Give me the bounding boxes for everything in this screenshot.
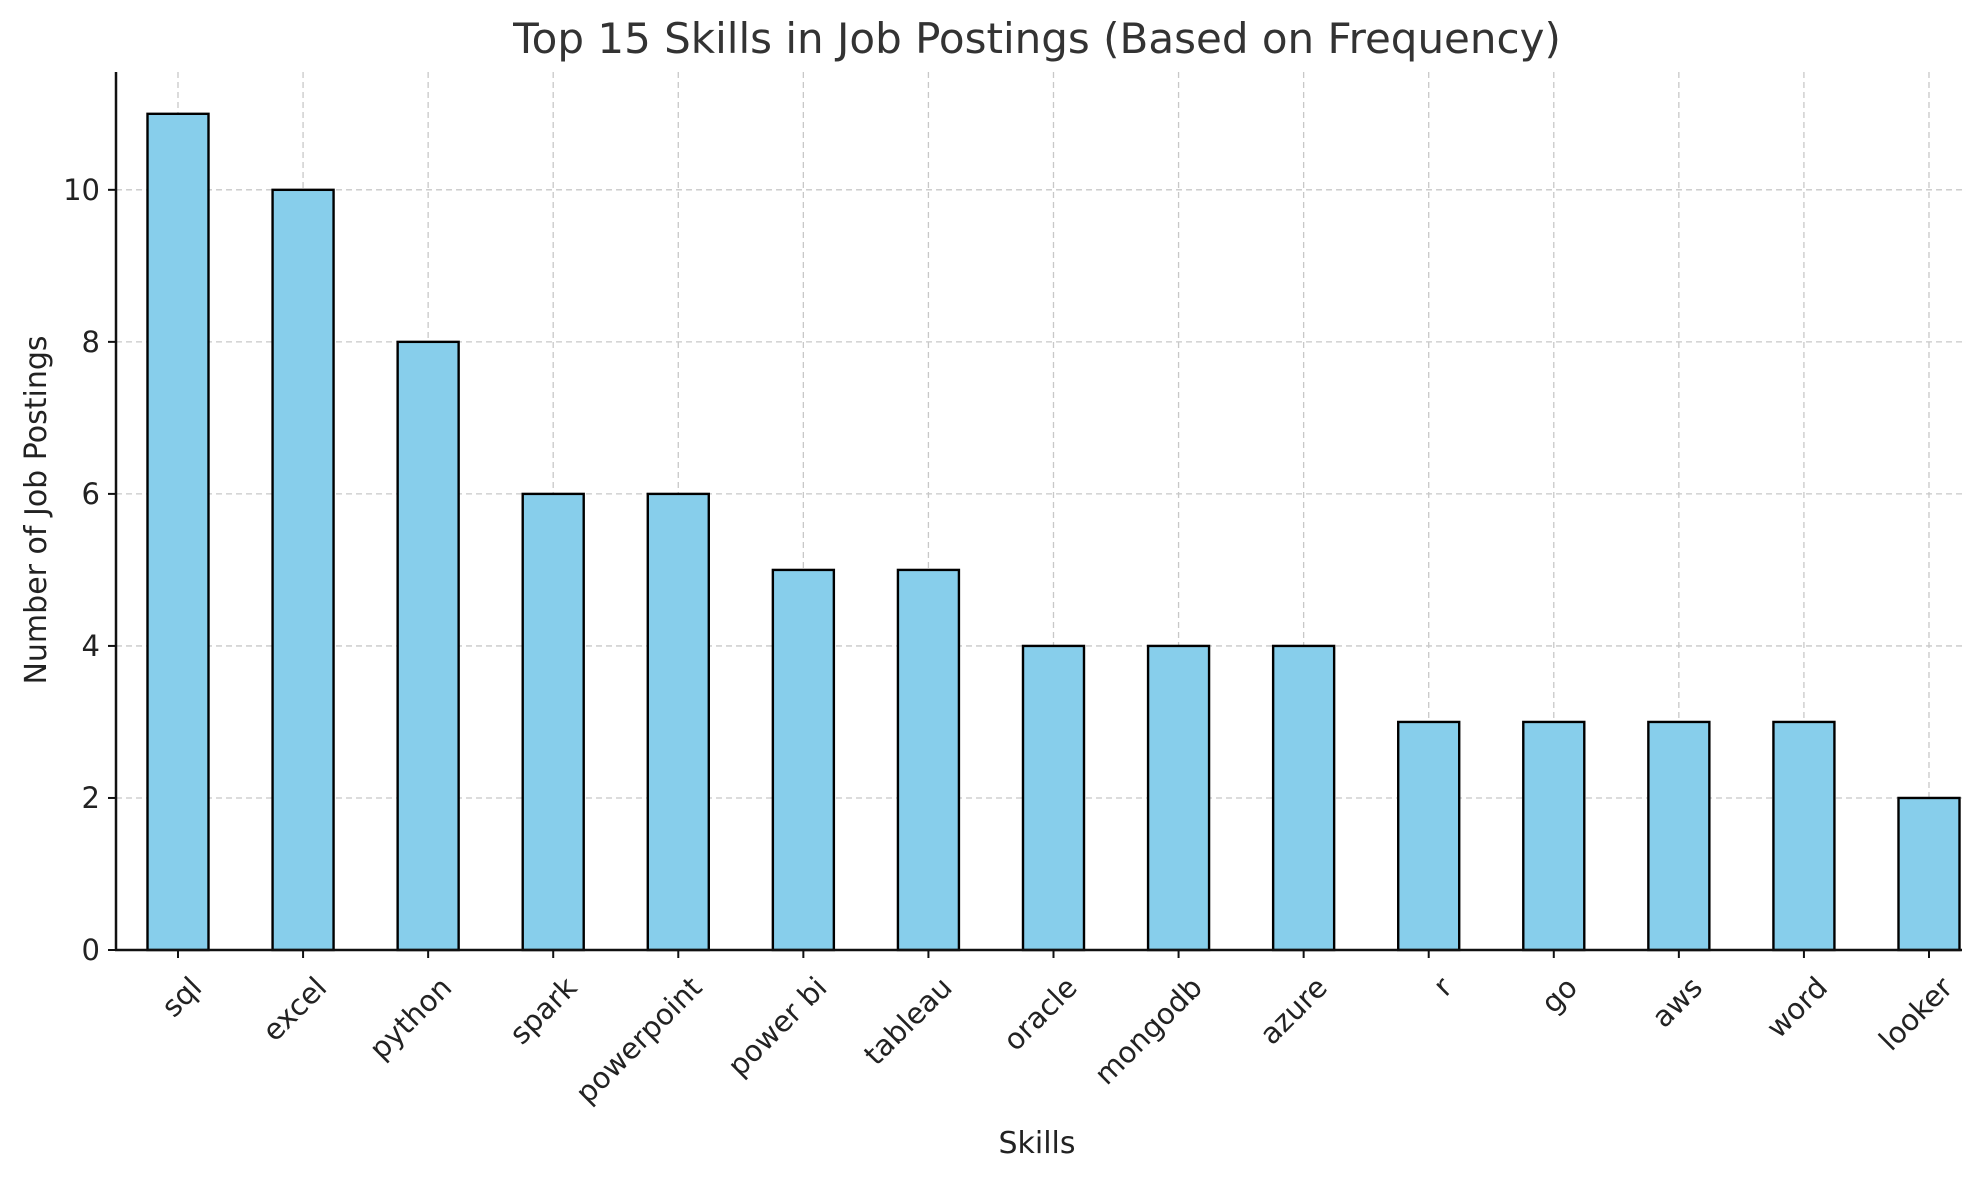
x-tick-label: mongodb bbox=[1088, 970, 1209, 1091]
x-tick-label: word bbox=[1760, 970, 1834, 1044]
y-ticks: 0 2 4 6 8 10 bbox=[63, 173, 116, 967]
y-axis-label: Number of Job Postings bbox=[19, 335, 54, 684]
chart-title: Top 15 Skills in Job Postings (Based on … bbox=[512, 14, 1561, 63]
bar-go bbox=[1522, 720, 1586, 952]
bar-aws bbox=[1647, 720, 1711, 952]
bar-word bbox=[1772, 720, 1836, 952]
x-tick-label: aws bbox=[1645, 970, 1709, 1034]
bar-azure bbox=[1271, 644, 1336, 952]
y-tick-label: 4 bbox=[82, 629, 100, 663]
x-tick-label: tableau bbox=[857, 970, 959, 1072]
x-tick-label: looker bbox=[1872, 970, 1959, 1057]
bar-powerpoint bbox=[646, 492, 710, 952]
axes-layer bbox=[114, 72, 1962, 952]
y-tick-label: 8 bbox=[82, 325, 100, 359]
bar-mongodb bbox=[1146, 644, 1211, 952]
bars-layer bbox=[146, 112, 1961, 952]
x-axis-label: Skills bbox=[998, 1126, 1075, 1161]
y-tick-label: 10 bbox=[63, 173, 100, 207]
bar-tableau bbox=[896, 568, 961, 952]
bar-excel bbox=[271, 188, 335, 952]
y-tick-label: 2 bbox=[82, 781, 100, 815]
x-tick-label: power bi bbox=[721, 970, 834, 1083]
x-tick-label: go bbox=[1534, 970, 1584, 1020]
bar-sql bbox=[146, 112, 210, 952]
x-tick-label: oracle bbox=[997, 970, 1084, 1057]
x-tick-label: powerpoint bbox=[569, 970, 709, 1110]
x-tick-label: azure bbox=[1253, 970, 1334, 1051]
x-tick-label: spark bbox=[503, 970, 584, 1051]
x-tick-label: sql bbox=[155, 970, 208, 1023]
bar-spark bbox=[521, 492, 585, 952]
bar-power-bi bbox=[771, 568, 836, 952]
x-tick-label: python bbox=[363, 970, 459, 1066]
x-tick-label: excel bbox=[256, 970, 334, 1048]
x-tick-label: r bbox=[1426, 970, 1459, 1003]
bar-python bbox=[396, 340, 460, 952]
y-tick-label: 0 bbox=[82, 933, 100, 967]
bar-oracle bbox=[1021, 644, 1086, 952]
bar-looker bbox=[1897, 796, 1961, 952]
bar-r bbox=[1397, 720, 1461, 952]
y-tick-label: 6 bbox=[82, 477, 100, 511]
